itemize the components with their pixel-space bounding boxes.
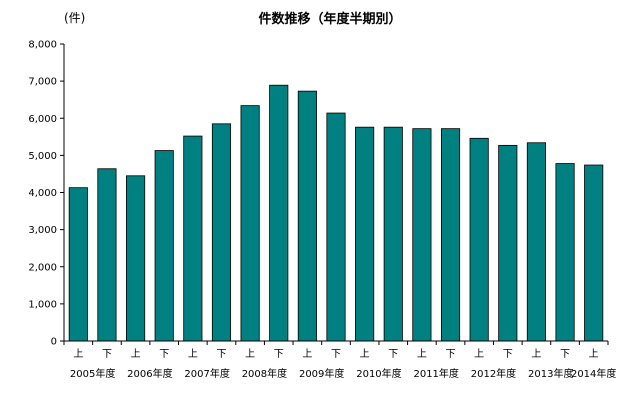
y-tick-label: 3,000 xyxy=(28,225,57,236)
x-category-label: 上 xyxy=(73,348,83,360)
x-category-label: 下 xyxy=(216,349,226,360)
x-year-label: 2007年度 xyxy=(184,367,229,380)
y-tick-label: 7,000 xyxy=(28,77,57,88)
bar xyxy=(440,128,461,342)
bar xyxy=(326,112,346,342)
x-category-label: 下 xyxy=(102,349,112,360)
x-year-label: 2014年度 xyxy=(571,367,616,380)
bar xyxy=(555,163,575,342)
bar xyxy=(269,84,289,342)
bar xyxy=(526,142,546,342)
x-year-label: 2009年度 xyxy=(299,367,344,380)
y-tick-label: 6,000 xyxy=(28,114,57,125)
x-category-label: 上 xyxy=(360,348,370,360)
bar xyxy=(240,105,260,342)
y-tick-label: 4,000 xyxy=(28,188,57,199)
x-year-label: 2012年度 xyxy=(471,367,516,380)
bar xyxy=(383,126,403,342)
x-axis-labels: 上 下 上 下 上 下 上 下 上 下 上 下 上 下 上 下 上 下 上 2005年度 2006年度 2007年度 200… xyxy=(70,348,617,380)
x-category-label: 下 xyxy=(560,349,570,360)
y-unit-label: (件) xyxy=(64,11,85,25)
y-tick-label: 2,000 xyxy=(28,262,57,273)
x-category-label: 下 xyxy=(388,349,398,360)
x-category-label: 下 xyxy=(503,349,513,360)
x-category-label: 上 xyxy=(302,348,312,360)
x-category-label: 上 xyxy=(188,348,198,360)
bar xyxy=(412,128,432,342)
bar xyxy=(97,168,117,342)
x-category-label: 上 xyxy=(531,348,541,360)
y-tick-label: 8,000 xyxy=(28,40,57,51)
x-year-label: 2011年度 xyxy=(413,367,458,380)
x-year-label: 2010年度 xyxy=(356,367,401,380)
y-tick-label: 0 xyxy=(51,337,57,348)
bar xyxy=(498,144,518,342)
bar xyxy=(297,90,317,342)
x-category-label: 上 xyxy=(417,348,427,360)
x-year-label: 2006年度 xyxy=(127,367,172,380)
y-axis-ticks: 0 1,000 2,000 3,000 4,000 5,000 6,000 7,000 8,00… xyxy=(28,40,64,348)
y-tick-label: 1,000 xyxy=(28,299,57,310)
x-category-label: 上 xyxy=(131,348,141,360)
bars xyxy=(68,84,604,342)
x-category-label: 下 xyxy=(446,349,456,360)
y-tick-label: 5,000 xyxy=(28,151,57,162)
x-category-label: 下 xyxy=(331,349,341,360)
x-year-label: 2013年度 xyxy=(528,367,573,380)
x-category-label: 下 xyxy=(274,349,284,360)
x-year-label: 2005年度 xyxy=(70,367,115,380)
bar xyxy=(68,187,88,342)
bar xyxy=(211,123,232,342)
x-category-label: 上 xyxy=(245,348,255,360)
x-category-label: 下 xyxy=(159,349,169,360)
bar xyxy=(469,137,489,342)
x-category-label: 上 xyxy=(474,348,484,360)
x-category-label: 上 xyxy=(589,348,599,360)
bar xyxy=(154,150,174,342)
axes xyxy=(63,44,609,345)
bar xyxy=(126,175,146,342)
chart-title: 件数推移（年度半期別） xyxy=(258,11,401,27)
x-year-label: 2008年度 xyxy=(242,367,287,380)
bar xyxy=(584,164,604,342)
bar xyxy=(183,135,203,342)
bar xyxy=(355,126,375,342)
